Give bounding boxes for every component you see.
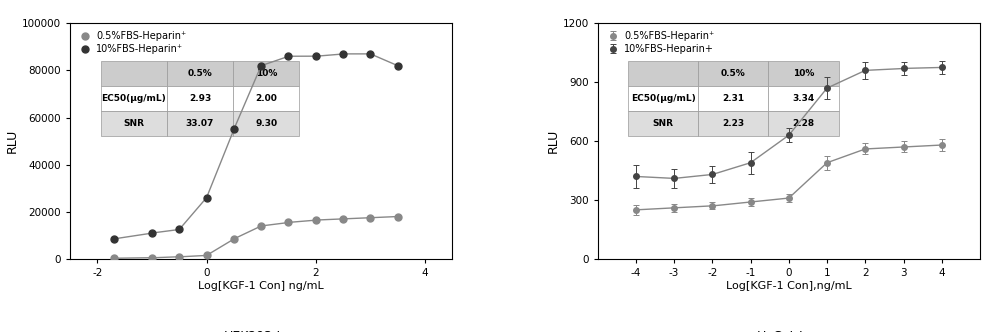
- Legend: 0.5%FBS-Heparin⁺, 10%FBS-Heparin+: 0.5%FBS-Heparin⁺, 10%FBS-Heparin+: [603, 28, 717, 57]
- 10%FBS-Heparin⁺: [282, 54, 294, 58]
- X-axis label: Log[KGF-1 Con],ng/mL: Log[KGF-1 Con],ng/mL: [726, 281, 852, 291]
- 0.5%FBS-Heparin⁺: [392, 214, 404, 218]
- Y-axis label: RLU: RLU: [547, 129, 560, 153]
- 0.5%FBS-Heparin⁺: [201, 253, 213, 257]
- Line: 10%FBS-Heparin⁺: 10%FBS-Heparin⁺: [110, 50, 401, 242]
- 0.5%FBS-Heparin⁺: [282, 220, 294, 224]
- Text: HEK293-Luc: HEK293-Luc: [224, 330, 299, 332]
- 0.5%FBS-Heparin⁺: [146, 256, 158, 260]
- 10%FBS-Heparin⁺: [364, 52, 376, 56]
- 10%FBS-Heparin⁺: [146, 231, 158, 235]
- 10%FBS-Heparin⁺: [392, 64, 404, 68]
- 0.5%FBS-Heparin⁺: [364, 216, 376, 220]
- 0.5%FBS-Heparin⁺: [173, 255, 185, 259]
- 10%FBS-Heparin⁺: [108, 237, 120, 241]
- 10%FBS-Heparin⁺: [337, 52, 349, 56]
- Y-axis label: RLU: RLU: [6, 129, 19, 153]
- Line: 0.5%FBS-Heparin⁺: 0.5%FBS-Heparin⁺: [110, 213, 401, 262]
- 0.5%FBS-Heparin⁺: [228, 237, 240, 241]
- 0.5%FBS-Heparin⁺: [310, 218, 322, 222]
- 10%FBS-Heparin⁺: [228, 127, 240, 131]
- 0.5%FBS-Heparin⁺: [337, 217, 349, 221]
- 0.5%FBS-Heparin⁺: [255, 224, 267, 228]
- 10%FBS-Heparin⁺: [255, 64, 267, 68]
- X-axis label: Log[KGF-1 Con] ng/mL: Log[KGF-1 Con] ng/mL: [198, 281, 324, 291]
- Text: HaCat-Luc: HaCat-Luc: [757, 330, 821, 332]
- 10%FBS-Heparin⁺: [201, 196, 213, 200]
- 10%FBS-Heparin⁺: [310, 54, 322, 58]
- 0.5%FBS-Heparin⁺: [108, 256, 120, 260]
- 10%FBS-Heparin⁺: [173, 227, 185, 231]
- Legend: 0.5%FBS-Heparin⁺, 10%FBS-Heparin⁺: 0.5%FBS-Heparin⁺, 10%FBS-Heparin⁺: [75, 28, 189, 57]
